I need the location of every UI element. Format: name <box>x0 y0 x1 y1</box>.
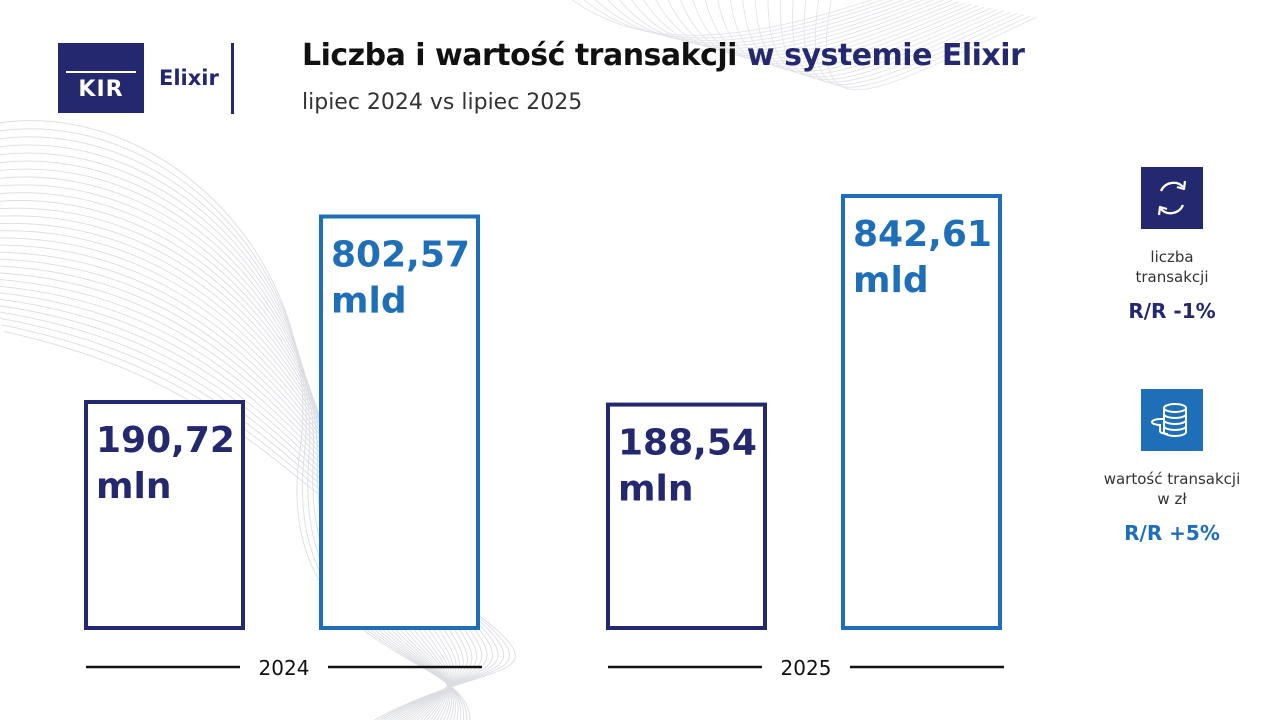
stat-label: liczba transakcji <box>1082 247 1262 287</box>
kir-logo-block: KIR <box>58 43 144 113</box>
bar-value-label: 188,54 <box>618 423 757 464</box>
bar-value-label: 842,61 <box>853 214 992 255</box>
bar-2025-mld <box>841 194 1002 630</box>
page-subtitle: lipiec 2024 vs lipiec 2025 <box>302 90 583 115</box>
bar-unit-label: mld <box>331 281 407 322</box>
x-tick-label-2025: 2025 <box>781 656 832 680</box>
background-wave-line <box>607 0 905 44</box>
stat-value: R/R -1% <box>1128 299 1216 323</box>
stat-transaction-count: liczba transakcji R/R -1% <box>1082 167 1262 323</box>
kir-logo-text: KIR <box>78 76 124 102</box>
background-wave-line <box>0 120 471 720</box>
background-wave-line <box>0 128 468 720</box>
background-wave-line <box>571 0 873 36</box>
background-wave-line <box>779 0 1011 80</box>
bar-unit-label: mln <box>618 469 693 510</box>
page-title: Liczba i wartość transakcji w systemie E… <box>302 38 1025 73</box>
coin-stack-icon <box>1141 389 1203 451</box>
background-wave-line <box>814 0 1031 88</box>
background-wave-line <box>0 136 464 720</box>
header-divider <box>231 43 234 114</box>
background-wave-line <box>792 0 1018 83</box>
title-main: Liczba i wartość transakcji <box>302 38 737 73</box>
background-wave-line <box>742 0 992 72</box>
bar-value-label: 802,57 <box>331 235 470 276</box>
stat-label: wartość transakcji w zł <box>1082 469 1262 509</box>
background-wave-line <box>729 0 985 70</box>
background-wave-line <box>667 0 953 57</box>
bar-2024-mld <box>319 214 480 630</box>
background-wave-line <box>595 0 894 41</box>
elixir-logo-text: Elixir <box>159 66 219 90</box>
background-wave-line <box>717 0 979 67</box>
background-wave-line <box>583 0 884 39</box>
background-wave-line <box>643 0 935 52</box>
bar-unit-label: mln <box>96 466 171 507</box>
stat-label-line: wartość transakcji <box>1103 470 1241 488</box>
bar-value-label: 190,72 <box>96 420 235 461</box>
stat-value: R/R +5% <box>1124 521 1220 545</box>
exchange-arrows-icon <box>1141 167 1203 229</box>
bar-2024-mln <box>84 400 245 630</box>
stat-label-line: liczba <box>1150 248 1194 266</box>
background-wave-line <box>692 0 966 62</box>
background-wave-line <box>825 0 1037 91</box>
background-wave-line <box>803 0 1024 86</box>
bar-2025-mln <box>606 402 767 630</box>
title-accent: w systemie Elixir <box>746 38 1025 73</box>
background-wave-line <box>755 0 998 75</box>
stat-transaction-value: wartość transakcji w zł R/R +5% <box>1082 389 1262 545</box>
background-wave-line <box>705 0 972 65</box>
background-wave-line <box>655 0 945 54</box>
bar-unit-label: mld <box>853 260 929 301</box>
kir-elixir-logo: KIR Elixir <box>58 43 219 113</box>
background-wave-line <box>680 0 959 59</box>
stat-label-line: transakcji <box>1135 268 1209 286</box>
stat-label-line: w zł <box>1157 490 1187 508</box>
x-tick-label-2024: 2024 <box>259 656 310 680</box>
background-wave-line <box>631 0 925 49</box>
